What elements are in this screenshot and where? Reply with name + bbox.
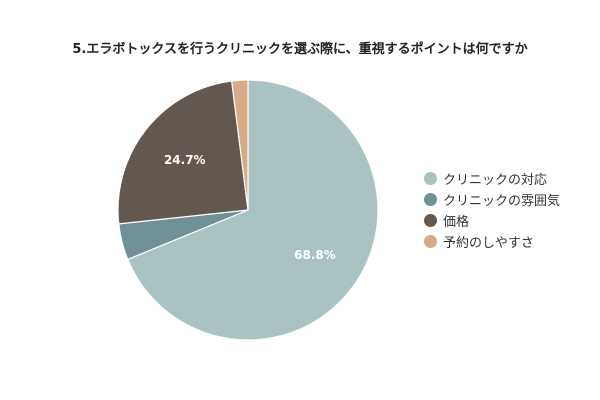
legend-label-2: クリニックの雰囲気 [443, 194, 561, 209]
chart-title: 5.エラボトックスを行うクリニックを選ぶ際に、重視するポイントは何ですか [72, 42, 528, 57]
legend-label-3: 価格 [443, 215, 470, 230]
data-label-1: 68.8% [294, 248, 336, 262]
legend-item-1: クリニックの対応 [424, 168, 560, 189]
legend-swatch-4 [424, 235, 437, 248]
legend-item-2: クリニックの雰囲気 [424, 189, 560, 210]
legend-swatch-1 [424, 172, 437, 185]
legend: クリニックの対応 クリニックの雰囲気 価格予約のしやすさ [424, 168, 560, 252]
legend-swatch-2 [424, 193, 437, 206]
pie-slice-3 [117, 80, 249, 225]
legend-item-4: 予約のしやすさ [424, 231, 560, 252]
legend-label-4: 予約のしやすさ [443, 236, 534, 251]
pie-slice-4 [231, 79, 249, 211]
pie-slice-1 [126, 79, 379, 341]
data-label-3: 24.7% [164, 153, 206, 167]
legend-item-3: 価格 [424, 210, 560, 231]
legend-swatch-3 [424, 214, 437, 227]
legend-label-1: クリニックの対応 [443, 173, 548, 188]
